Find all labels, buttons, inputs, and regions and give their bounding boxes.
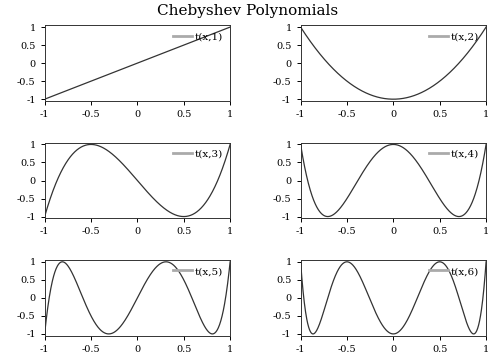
Text: Chebyshev Polynomials: Chebyshev Polynomials <box>157 4 339 18</box>
Legend: t(x,4): t(x,4) <box>428 148 481 160</box>
Legend: t(x,1): t(x,1) <box>172 30 225 43</box>
Legend: t(x,3): t(x,3) <box>172 148 225 160</box>
Legend: t(x,6): t(x,6) <box>428 265 481 278</box>
Legend: t(x,5): t(x,5) <box>172 265 225 278</box>
Legend: t(x,2): t(x,2) <box>428 30 481 43</box>
